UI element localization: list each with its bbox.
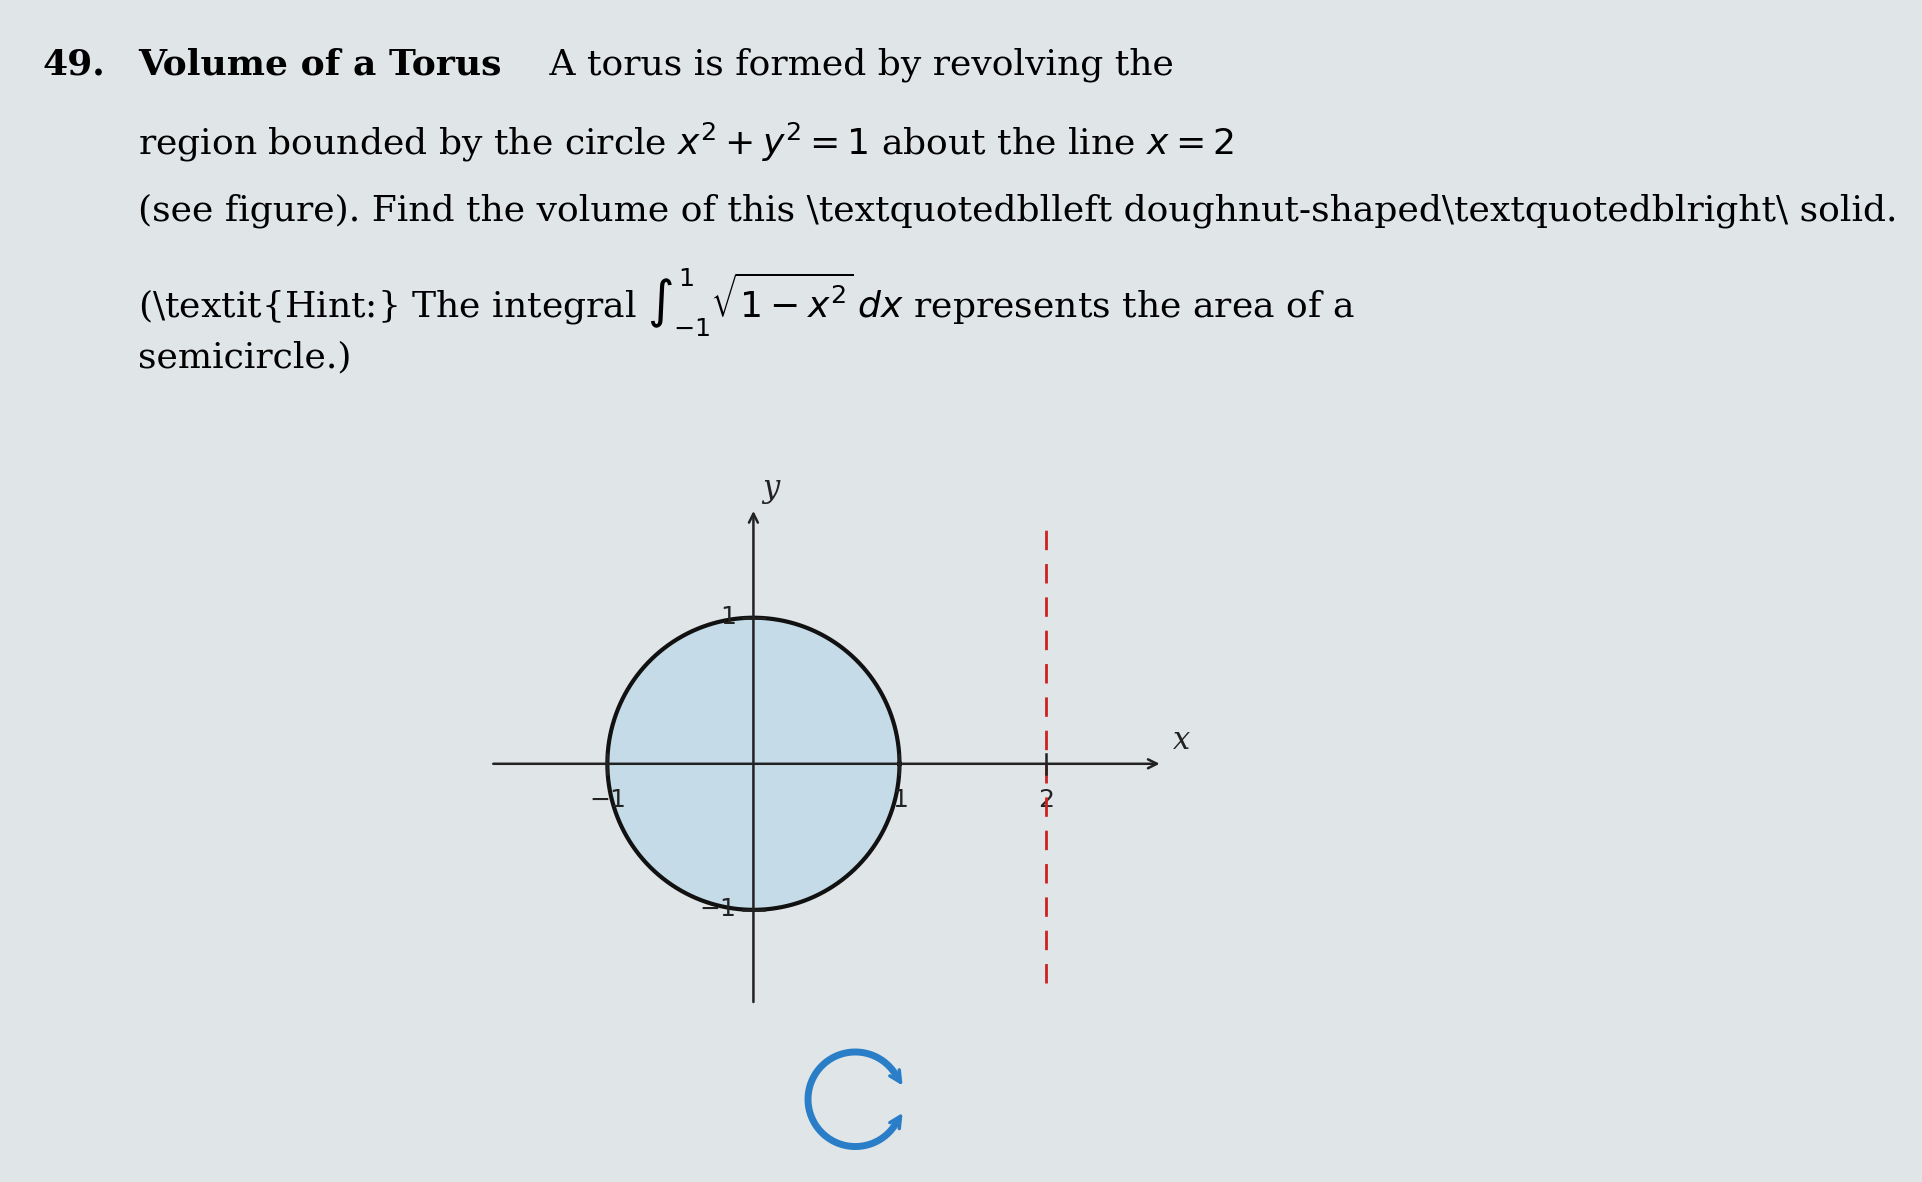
Text: semicircle.): semicircle.) bbox=[138, 340, 352, 375]
Text: $2$: $2$ bbox=[1038, 788, 1053, 812]
Text: $-1$: $-1$ bbox=[588, 788, 627, 812]
Text: 49.: 49. bbox=[42, 47, 106, 82]
Polygon shape bbox=[607, 618, 899, 910]
Text: x: x bbox=[1172, 726, 1190, 756]
Text: region bounded by the circle $x^2 + y^2 = 1$ about the line $x = 2$: region bounded by the circle $x^2 + y^2 … bbox=[138, 121, 1234, 164]
Text: Volume of a Torus: Volume of a Torus bbox=[138, 47, 502, 82]
Text: (\textit{Hint:} The integral $\int_{-1}^{1} \sqrt{1 - x^2}\, dx$ represents the : (\textit{Hint:} The integral $\int_{-1}^… bbox=[138, 267, 1355, 339]
Text: $1$: $1$ bbox=[721, 606, 736, 629]
Text: (see figure). Find the volume of this \textquotedblleft doughnut-shaped\textquot: (see figure). Find the volume of this \t… bbox=[138, 194, 1897, 228]
Text: A torus is formed by revolving the: A torus is formed by revolving the bbox=[538, 47, 1174, 82]
Text: $-1$: $-1$ bbox=[700, 898, 736, 921]
Text: y: y bbox=[763, 473, 780, 504]
Text: $1$: $1$ bbox=[892, 788, 907, 812]
